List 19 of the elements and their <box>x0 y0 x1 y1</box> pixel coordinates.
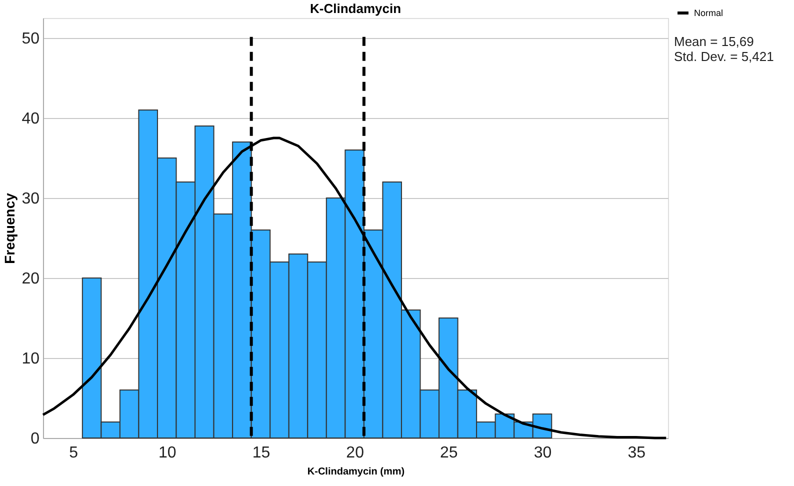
legend-label: Normal <box>694 8 724 18</box>
x-tick-label: 5 <box>69 444 78 462</box>
text: Std. Dev. = 5,421 <box>674 49 774 64</box>
x-tick-label: 30 <box>534 444 552 462</box>
x-tick-label: 10 <box>158 444 176 462</box>
x-tick-label: 25 <box>440 444 458 462</box>
chart-title: K-Clindamycin <box>310 1 402 16</box>
y-tick-label: 50 <box>22 30 40 48</box>
y-tick-label: 20 <box>22 270 40 288</box>
y-axis-title: Frequency <box>2 192 18 264</box>
text: Mean = 15,69 <box>674 34 754 49</box>
y-tick-label: 10 <box>22 350 40 368</box>
y-tick-label: 0 <box>30 430 40 448</box>
x-tick-label: 15 <box>252 444 270 462</box>
x-axis-title: K-Clindamycin (mm) <box>307 466 405 478</box>
x-tick-label: 20 <box>346 444 364 462</box>
y-tick-label: 30 <box>22 190 40 208</box>
x-tick-label: 35 <box>628 444 646 462</box>
y-tick-label: 40 <box>22 110 40 128</box>
